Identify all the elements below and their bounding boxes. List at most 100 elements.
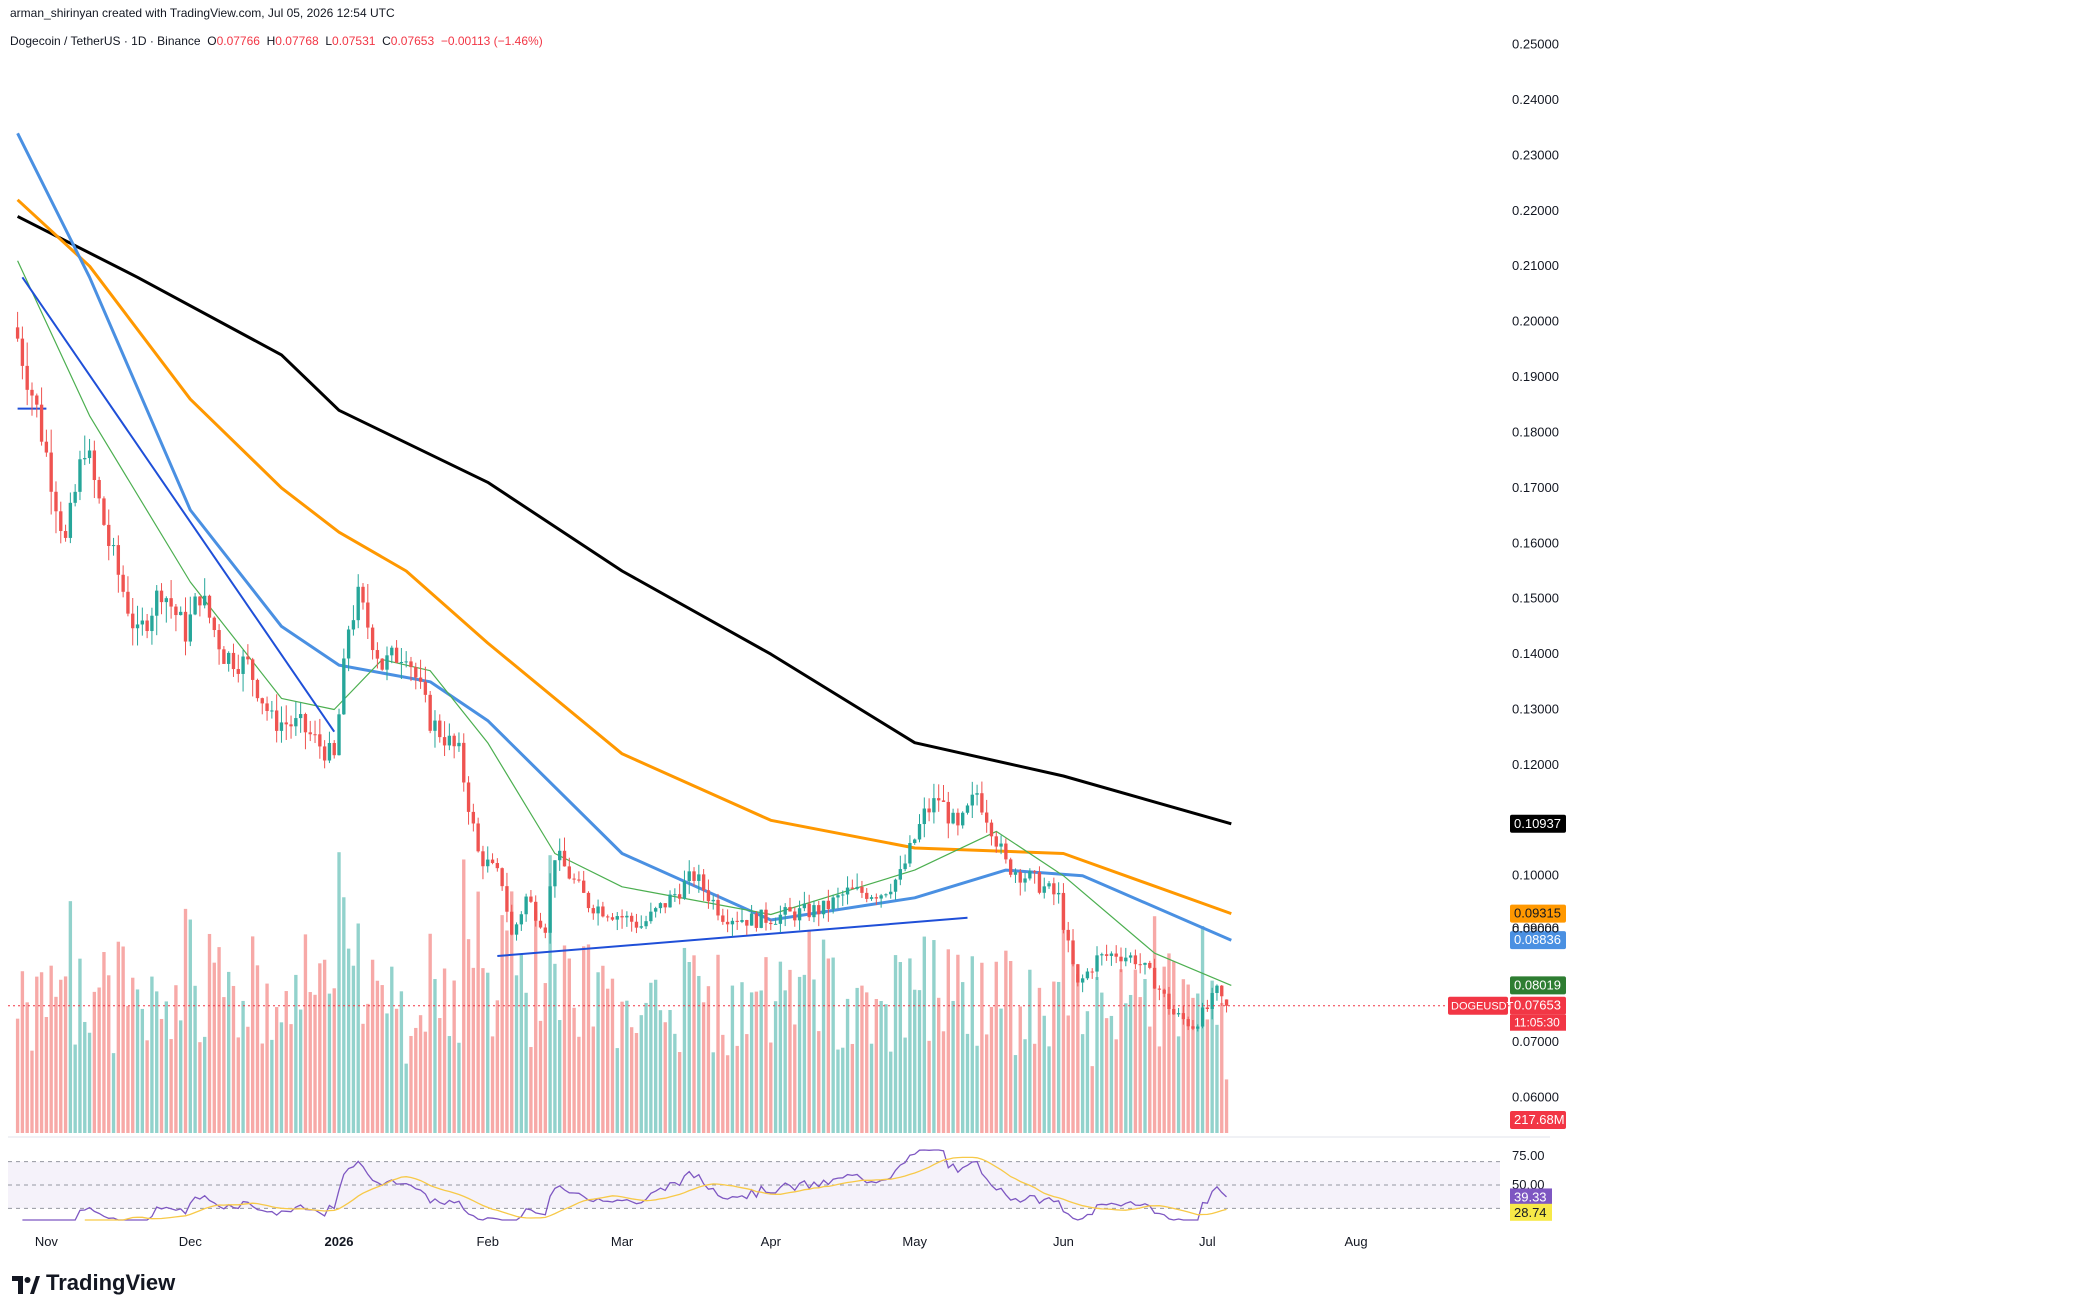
candle-body	[15, 327, 20, 339]
volume-bar	[1004, 950, 1008, 1133]
volume-bar	[131, 977, 135, 1133]
volume-bar	[788, 969, 792, 1133]
trendline[interactable]	[21, 276, 336, 733]
candle-body	[203, 595, 207, 606]
volume-bar	[44, 1016, 49, 1133]
volume-bar	[500, 915, 504, 1133]
price-tick-label: 0.12000	[1512, 757, 1559, 772]
candle-body	[298, 714, 303, 719]
moving-averages	[16, 132, 1232, 986]
candle-body	[30, 389, 34, 396]
volume-bar	[562, 945, 567, 1133]
time-axis[interactable]: Nov Dec 2026 Feb Mar Apr May Jun Jul Aug	[35, 1234, 1368, 1249]
price-tag-value: 0.08836	[1514, 932, 1561, 947]
candle-body	[164, 598, 168, 603]
candle-body	[610, 917, 615, 920]
candle-body	[999, 843, 1003, 847]
volume-bar	[102, 952, 106, 1133]
candle-body	[1047, 883, 1051, 887]
time-tick-label: 2026	[325, 1234, 354, 1249]
volume-bar	[1191, 997, 1195, 1133]
volume-bar	[198, 1042, 202, 1133]
volume-bar	[1186, 984, 1190, 1133]
volume-bar	[946, 949, 950, 1133]
candle-body	[78, 459, 82, 492]
candle-body	[457, 742, 461, 747]
candle-body	[989, 822, 994, 837]
candle-body	[260, 698, 264, 704]
time-tick-label: Apr	[761, 1234, 782, 1249]
candle-body	[658, 903, 663, 909]
ma-line-sma20	[17, 260, 1232, 986]
candle-body	[802, 903, 807, 909]
symbol-title[interactable]: Dogecoin / TetherUS · 1D · Binance	[10, 34, 201, 48]
volume-bar	[629, 1027, 634, 1133]
candle-body	[1133, 955, 1138, 965]
high-label: H	[266, 34, 276, 48]
candle-body	[1196, 1026, 1200, 1029]
candle-body	[1148, 962, 1152, 968]
volume-bar	[375, 980, 380, 1133]
candle-body	[1215, 985, 1219, 993]
candle-body	[222, 649, 226, 664]
candle-body	[361, 586, 365, 603]
volume-bar	[1042, 1015, 1046, 1133]
volume-bar	[471, 967, 476, 1133]
candle-body	[625, 915, 629, 918]
candle-body	[462, 742, 466, 783]
time-tick-label: Aug	[1345, 1234, 1368, 1249]
candle-body	[1186, 1019, 1190, 1027]
price-tick-label: 0.07000	[1512, 1034, 1559, 1049]
candle-body	[869, 897, 874, 899]
candle-body	[1210, 992, 1214, 1010]
volume-bar	[121, 946, 125, 1133]
volume-bar	[222, 997, 226, 1133]
candle-body	[346, 629, 351, 659]
tradingview-logo[interactable]: TradingView	[12, 1270, 175, 1296]
candle-body	[145, 620, 149, 632]
candle-body	[49, 452, 53, 492]
volume-bar	[658, 1010, 663, 1133]
price-axis[interactable]: 0.25000 0.24000 0.23000 0.22000 0.21000 0.200…	[8, 37, 1566, 1129]
candle-body	[332, 742, 336, 756]
volume-bar	[414, 1027, 418, 1133]
candle-body	[529, 896, 533, 902]
price-tag-bg	[1510, 976, 1566, 995]
candle-body	[749, 913, 754, 926]
price-tick-label: 0.25000	[1512, 37, 1559, 52]
volume-bar	[294, 974, 298, 1133]
candle-body	[174, 606, 178, 616]
candle-body	[572, 878, 576, 880]
candle-body	[1162, 989, 1166, 994]
candle-body	[270, 710, 274, 712]
candle-body	[793, 911, 797, 921]
candle-body	[255, 679, 260, 699]
volume-bar	[428, 933, 432, 1133]
candle-body	[524, 896, 528, 915]
volume-bar	[889, 1051, 893, 1133]
volume-bar	[366, 1003, 370, 1133]
volume-bar	[735, 1045, 739, 1133]
volume-bar	[932, 940, 936, 1133]
volume-bar	[869, 1043, 874, 1133]
volume-bar	[610, 978, 615, 1133]
candle-body	[20, 338, 25, 366]
candle-body	[303, 714, 308, 733]
volume-bar	[97, 987, 101, 1133]
candle-body	[490, 859, 495, 864]
trendline[interactable]	[497, 916, 968, 958]
candle-body	[111, 545, 116, 547]
candle-body	[807, 903, 811, 918]
volume-bar	[351, 965, 356, 1133]
candle-body	[135, 624, 140, 629]
candle-body	[54, 491, 58, 512]
price-tick-label: 0.09000	[1512, 920, 1559, 935]
volume-bar	[452, 980, 456, 1133]
volume-bar	[769, 1042, 773, 1133]
volume-bar	[941, 1031, 946, 1133]
candle-body	[663, 903, 667, 908]
candle-body	[615, 916, 619, 920]
volume-bar	[466, 939, 471, 1133]
candle-body	[495, 863, 500, 869]
